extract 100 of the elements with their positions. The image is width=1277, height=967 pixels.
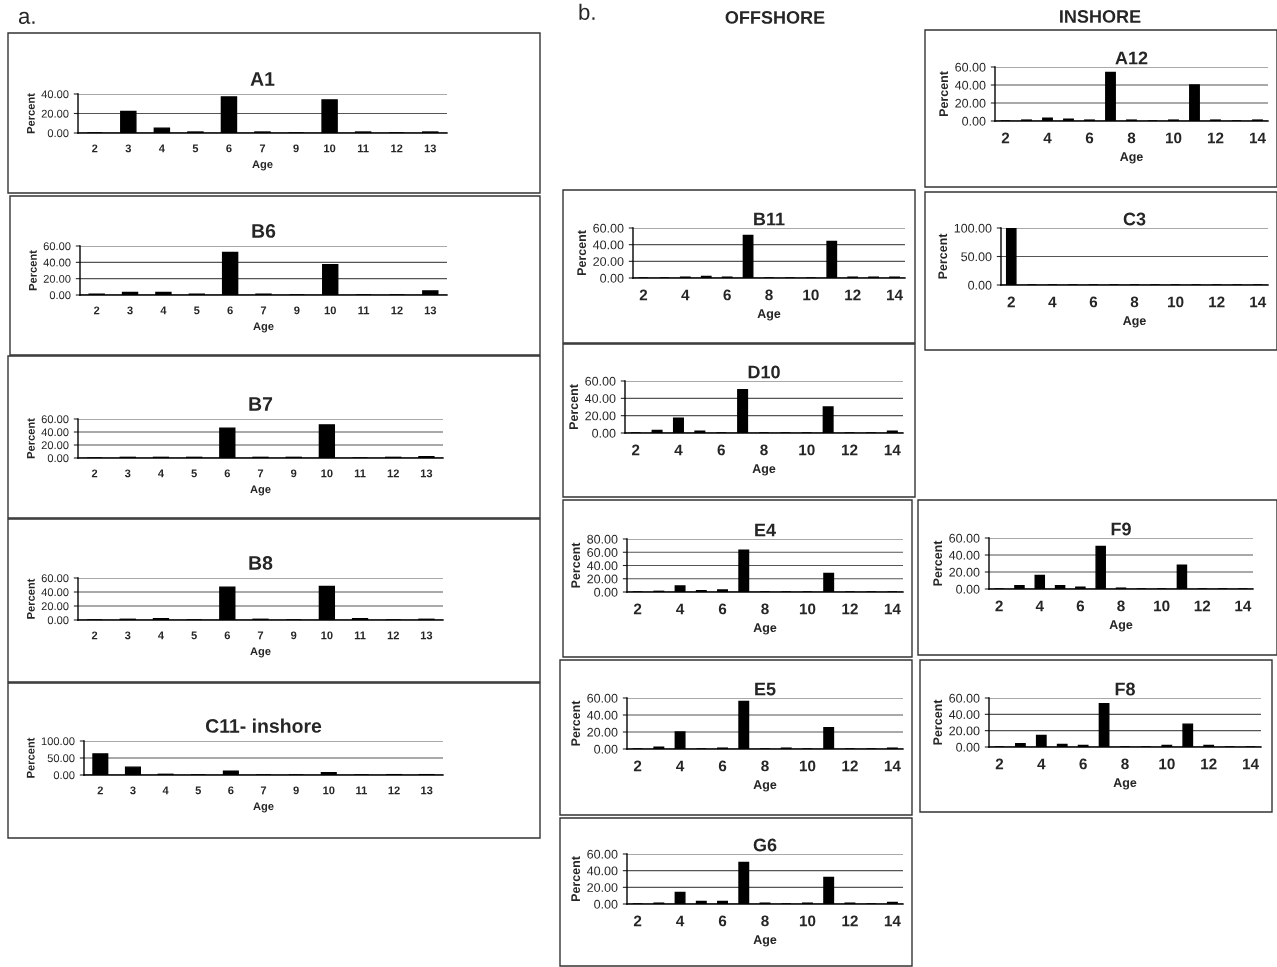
y-axis-title: Percent xyxy=(27,93,35,134)
y-tick-label: 0.00 xyxy=(956,584,980,594)
x-tick-label: 9 xyxy=(293,786,299,795)
x-tick-label: 6 xyxy=(224,469,231,478)
x-tick-label: 12 xyxy=(388,786,400,795)
x-tick-label: 10 xyxy=(1168,296,1184,308)
x-tick-label: 7 xyxy=(257,469,264,478)
x-tick-label: 6 xyxy=(1076,600,1085,612)
x-tick-label: 10 xyxy=(1165,132,1182,144)
x-tick-label: 10 xyxy=(324,306,336,315)
x-axis-title: Age xyxy=(753,623,777,635)
x-tick-label: 2 xyxy=(631,444,640,456)
x-tick-label: 2 xyxy=(633,760,642,772)
x-tick-label: 2 xyxy=(97,786,103,795)
x-tick-label: 10 xyxy=(799,915,816,927)
y-tick-label: 100.00 xyxy=(41,737,75,746)
x-tick-label: 11 xyxy=(354,631,366,640)
text: a. xyxy=(18,11,35,24)
y-tick-label: 0.00 xyxy=(594,587,618,597)
y-axis-title: Percent xyxy=(571,700,581,746)
x-tick-label: 10 xyxy=(799,760,816,772)
y-tick-label: 20.00 xyxy=(587,574,618,584)
chart-title: B8 xyxy=(249,556,273,570)
y-tick-label: 40.00 xyxy=(586,866,618,876)
text: b. xyxy=(579,3,595,20)
text: OFFSHORE xyxy=(725,11,825,24)
y-tick-label: 40.00 xyxy=(948,710,980,719)
x-axis-title: Age xyxy=(252,160,273,171)
x-tick-label: 4 xyxy=(676,603,685,615)
x-tick-label: 5 xyxy=(191,469,197,478)
x-tick-label: 12 xyxy=(1209,296,1225,308)
x-tick-label: 10 xyxy=(799,444,815,456)
chart-title: A12 xyxy=(1115,51,1148,65)
x-tick-label: 14 xyxy=(1235,600,1252,612)
y-tick-label: 0.00 xyxy=(968,280,992,290)
y-tick-label: 40.00 xyxy=(586,710,618,720)
x-tick-label: 4 xyxy=(1048,296,1057,308)
x-tick-label: 6 xyxy=(718,915,727,927)
y-tick-label: 40.00 xyxy=(41,90,69,99)
x-tick-label: 6 xyxy=(224,631,231,640)
x-tick-label: 5 xyxy=(194,306,200,315)
y-tick-label: 40.00 xyxy=(948,550,980,560)
y-axis-title: Percent xyxy=(569,384,579,430)
y-tick-label: 20.00 xyxy=(955,98,986,108)
x-tick-label: 2 xyxy=(995,600,1003,612)
x-tick-label: 9 xyxy=(290,631,297,640)
y-axis-title: Percent xyxy=(26,737,35,778)
x-tick-label: 4 xyxy=(674,444,683,456)
x-tick-label: 8 xyxy=(1117,600,1125,612)
y-tick-label: 60.00 xyxy=(587,548,618,557)
x-tick-label: 6 xyxy=(227,306,233,315)
y-tick-label: 20.00 xyxy=(43,274,71,283)
x-tick-label: 10 xyxy=(799,603,816,615)
x-tick-label: 7 xyxy=(257,631,264,640)
x-axis-title: Age xyxy=(1120,152,1143,164)
x-tick-label: 12 xyxy=(391,306,403,315)
x-tick-label: 7 xyxy=(260,786,267,795)
y-axis-title: Percent xyxy=(27,578,35,619)
x-tick-label: 12 xyxy=(842,603,858,615)
y-tick-label: 0.00 xyxy=(47,129,69,138)
y-axis-title: Percent xyxy=(933,699,943,745)
y-axis-title: Percent xyxy=(938,233,948,279)
chart-title: E4 xyxy=(755,523,776,537)
x-tick-label: 12 xyxy=(387,469,399,478)
x-tick-label: 6 xyxy=(1085,132,1094,144)
x-tick-label: 6 xyxy=(723,289,731,301)
x-tick-label: 8 xyxy=(1121,758,1129,770)
x-tick-label: 12 xyxy=(845,289,861,301)
x-tick-label: 9 xyxy=(290,469,297,478)
x-tick-label: 8 xyxy=(760,444,768,456)
y-tick-label: 100.00 xyxy=(954,223,992,233)
y-tick-label: 60.00 xyxy=(955,62,986,72)
x-axis-title: Age xyxy=(1109,620,1133,632)
chart-title: B7 xyxy=(249,397,273,411)
x-axis-title: Age xyxy=(753,780,777,792)
y-tick-label: 20.00 xyxy=(949,567,980,577)
x-tick-label: 12 xyxy=(842,444,858,456)
y-tick-label: 80.00 xyxy=(587,534,618,544)
chart-title: F9 xyxy=(1111,522,1131,536)
x-axis-title: Age xyxy=(753,935,777,947)
y-axis-title: Percent xyxy=(933,540,943,586)
chart-title: C3 xyxy=(1123,212,1146,226)
y-axis-title: Percent xyxy=(577,230,587,276)
x-tick-label: 12 xyxy=(842,915,858,927)
x-tick-label: 14 xyxy=(884,444,901,456)
chart-title: B6 xyxy=(252,224,276,238)
y-tick-label: 60.00 xyxy=(587,693,618,703)
y-tick-label: 0.00 xyxy=(53,771,75,780)
x-tick-label: 14 xyxy=(1249,132,1266,144)
y-axis-title: Percent xyxy=(939,71,949,117)
x-tick-label: 12 xyxy=(387,631,399,640)
x-tick-label: 6 xyxy=(1079,758,1087,770)
x-tick-label: 4 xyxy=(1035,600,1044,612)
x-axis-title: Age xyxy=(1123,316,1146,328)
x-tick-label: 6 xyxy=(718,760,727,772)
x-tick-label: 2 xyxy=(633,915,642,927)
y-tick-label: 20.00 xyxy=(585,411,616,421)
y-tick-label: 20.00 xyxy=(593,257,624,266)
chart-title: D10 xyxy=(748,365,780,379)
x-tick-label: 11 xyxy=(358,306,370,315)
